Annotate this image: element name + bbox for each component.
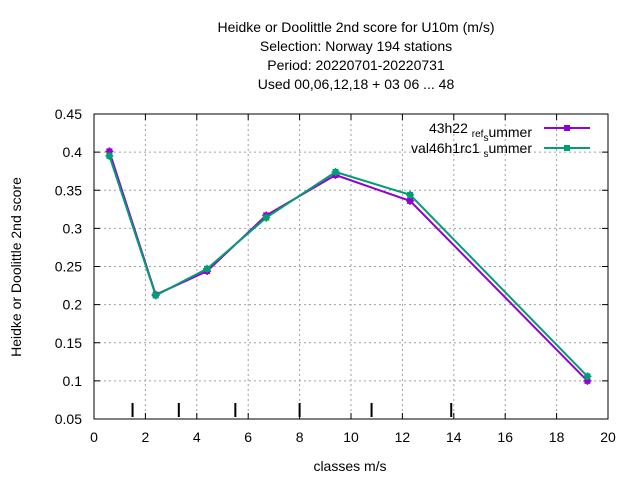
- data-point: [262, 213, 271, 222]
- x-tick-label: 6: [244, 429, 252, 445]
- y-tick-label: 0.35: [55, 182, 82, 198]
- y-tick-label: 0.15: [55, 335, 82, 351]
- y-tick-label: 0.25: [55, 259, 82, 275]
- legend-label-2: val46h1rc1 summer: [411, 140, 532, 160]
- data-point: [331, 167, 340, 176]
- x-tick-label: 10: [343, 429, 359, 445]
- data-point: [406, 190, 415, 199]
- chart-title-line-4: Used 00,06,12,18 + 03 06 ... 48: [258, 76, 455, 92]
- y-tick-label: 0.4: [63, 144, 83, 160]
- x-tick-label: 4: [193, 429, 201, 445]
- x-tick-label: 20: [600, 429, 616, 445]
- series-layer: [105, 147, 592, 385]
- x-tick-label: 2: [142, 429, 150, 445]
- chart-title-line-2: Selection: Norway 194 stations: [260, 38, 452, 54]
- grid-layer: [94, 114, 608, 419]
- y-axis-label: Heidke or Doolittle 2nd score: [8, 177, 24, 357]
- legend-marker-1: [564, 125, 570, 131]
- x-tick-label: 14: [446, 429, 462, 445]
- data-point: [105, 151, 114, 160]
- chart-title-line-3: Period: 20220701-20220731: [267, 57, 445, 73]
- y-tick-label: 0.1: [63, 373, 83, 389]
- legend-label-1: 43h22 refsummer: [429, 120, 532, 144]
- x-tick-label: 8: [296, 429, 304, 445]
- x-tick-label: 16: [497, 429, 513, 445]
- y-tick-label: 0.45: [55, 106, 82, 122]
- legend-marker-2: [564, 145, 570, 151]
- y-tick-label: 0.3: [63, 220, 83, 236]
- x-tick-label: 12: [395, 429, 411, 445]
- chart-title-line-1: Heidke or Doolittle 2nd score for U10m (…: [218, 19, 495, 35]
- data-point: [203, 264, 212, 273]
- x-axis-label: classes m/s: [313, 458, 386, 474]
- axis-layer: 0 2 4 6 8 10 12 14 16 18 20 0.05 0.1 0.15 0.2 0.25 0.3 0.…: [55, 106, 616, 445]
- data-point: [583, 372, 592, 381]
- x-tick-label: 18: [549, 429, 565, 445]
- data-point: [151, 291, 160, 300]
- y-tick-label: 0.2: [63, 297, 83, 313]
- x-tick-label: 0: [90, 429, 98, 445]
- y-tick-label: 0.05: [55, 411, 82, 427]
